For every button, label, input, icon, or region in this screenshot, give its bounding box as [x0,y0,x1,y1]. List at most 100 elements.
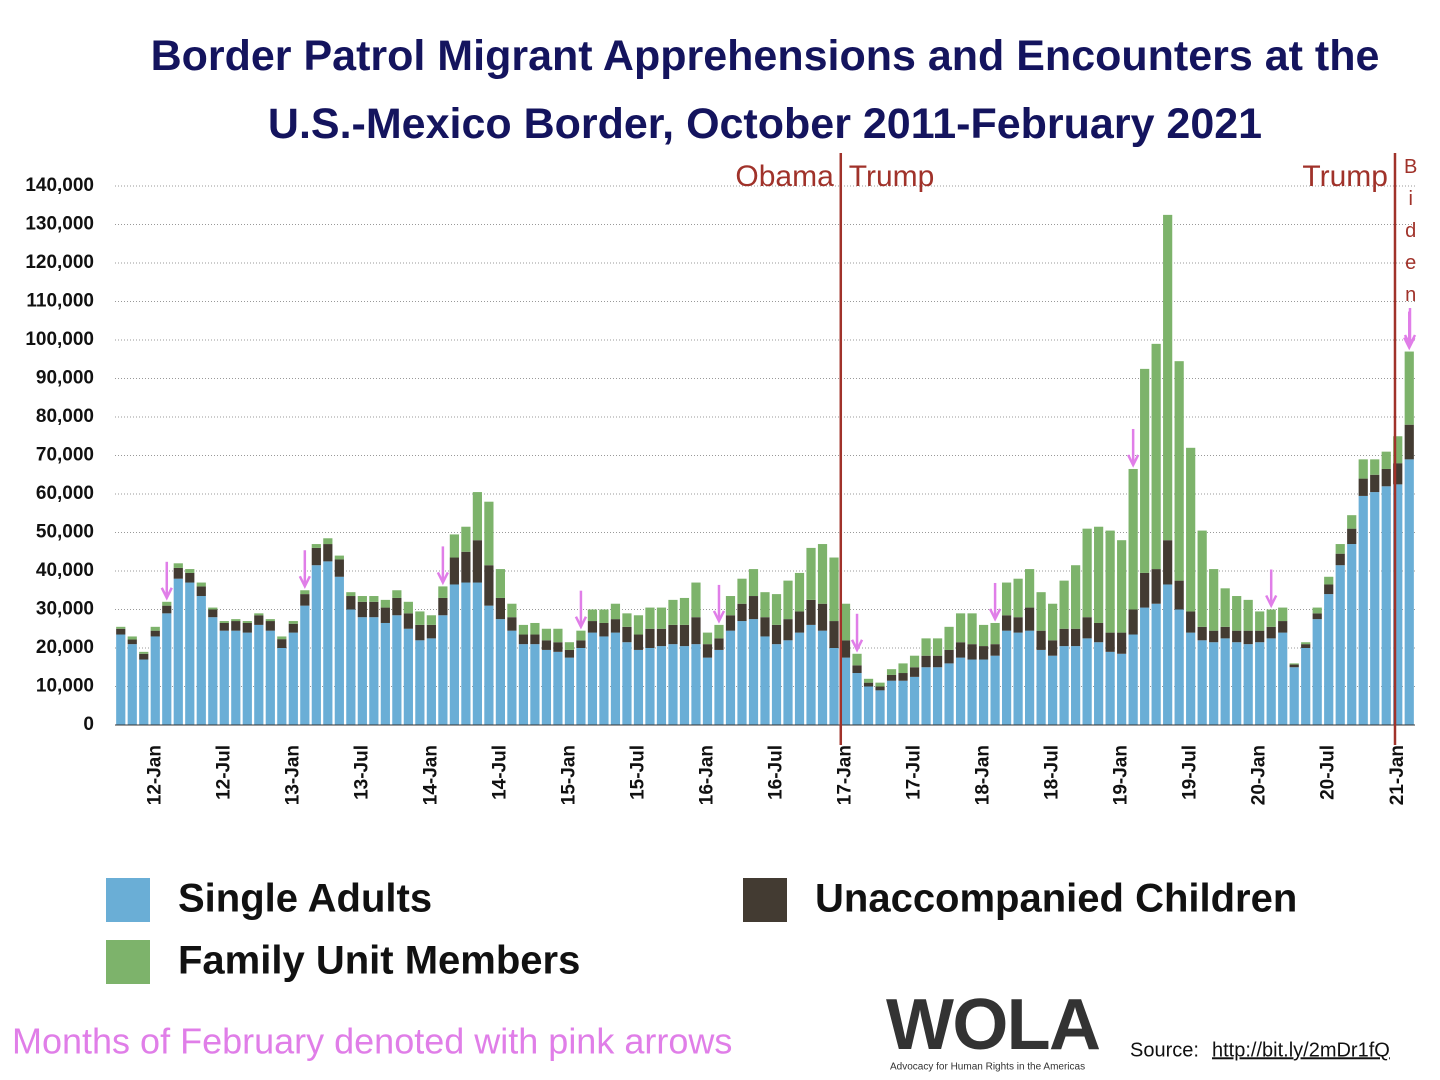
bar-segment [530,634,540,645]
bar-segment [288,632,298,725]
bar-segment [231,619,241,622]
bar-segment [346,592,356,597]
bar-segment [1232,642,1242,725]
bar-segment [955,657,966,725]
bar-segment [484,605,494,725]
bar-segment [610,603,621,620]
bar-segment [346,596,356,610]
bar-segment [415,624,425,641]
bar-segment [760,617,770,637]
x-tick-label: 19-Jul [1180,745,1201,800]
bar-segment [771,644,782,725]
x-tick-label: 13-Jul [351,745,372,800]
bar-segment [1036,630,1046,650]
bar-segment [1209,630,1219,643]
bar-segment [208,609,218,618]
bar-segment [587,632,598,725]
bar-segment [495,597,505,620]
bar-segment [944,649,954,664]
bar-segment [863,686,874,725]
bar-segment [1094,526,1104,623]
bar-segment [840,657,851,725]
bar-segment [1278,621,1288,633]
bar-segment [737,578,747,604]
y-tick-label: 50,000 [36,522,94,543]
annotation: Trump [1302,160,1388,193]
bar-segment [1174,580,1184,610]
bar-segment [530,644,540,725]
bar-segment [1335,565,1345,725]
bar-segment [507,630,517,725]
bar-segment [1209,642,1219,725]
bar-segment [702,657,713,725]
y-tick-label: 10,000 [36,676,94,697]
bar-segment [794,632,805,725]
feb-arrow-head [160,587,173,601]
bar-segment [932,655,943,668]
feb-arrow-head [436,571,449,586]
bar-segment [645,607,655,629]
bar-segment [783,580,793,620]
bar-segment [967,659,977,725]
bar-segment [691,582,701,618]
bar-segment [1082,617,1092,639]
bar-segment [1301,642,1311,645]
bar-segment [633,649,644,725]
bar-segment [794,572,805,612]
bar-segment [311,565,321,725]
bar-segment [1220,638,1230,725]
bar-segment [1197,640,1207,725]
bar-segment [921,638,931,656]
bar-segment [691,617,701,645]
bar-segment [219,621,229,623]
bar-segment [369,596,379,602]
bar-segment [541,628,552,641]
bar-segment [622,626,632,643]
bar-segment [1186,611,1196,633]
arrow-head [1403,334,1417,348]
bar-segment [1140,607,1150,725]
bar-segment [127,644,137,725]
bar-segment [1289,663,1299,665]
legend-label: Family Unit Members [178,939,580,983]
bar-segment [840,640,851,658]
bar-segment [955,613,966,643]
bar-segment [691,644,701,725]
bar-segment [1071,646,1081,725]
bar-segment [380,607,390,623]
bar-segment [967,644,977,660]
bar-segment [461,582,471,725]
bar-segment [633,634,644,650]
x-tick-label: 12-Jan [144,745,165,805]
x-tick-label: 17-Jan [835,745,856,805]
bar-segment [898,680,908,725]
bar-segment [576,640,586,648]
bar-segment [426,638,436,725]
bar-segment [564,657,575,725]
bar-segment [1117,653,1127,725]
x-tick-label: 16-Jan [696,745,717,805]
bar-segment [254,624,264,725]
source-link[interactable]: http://bit.ly/2mDr1fQ [1212,1039,1390,1061]
bar-segment [403,628,413,725]
bar-segment [300,590,310,595]
y-tick-label: 100,000 [25,329,94,350]
bar-segment [139,659,149,725]
x-tick-label: 16-Jul [766,745,787,800]
bar-segment [783,619,793,641]
bar-segment [1094,642,1104,725]
bar-segment [725,615,736,631]
bar-segment [1048,640,1058,656]
bar-segment [334,559,344,577]
bar-segment [599,622,609,637]
bar-segment [714,638,724,650]
bar-segment [898,673,908,681]
bar-segment [829,648,839,725]
bar-segment [817,544,828,604]
bar-segment [162,601,172,606]
bar-segment [1059,628,1069,647]
bar-segment [1358,478,1368,496]
bar-segment [415,640,425,725]
bar-segment [1324,584,1334,595]
x-tick-label: 21-Jan [1387,745,1408,805]
